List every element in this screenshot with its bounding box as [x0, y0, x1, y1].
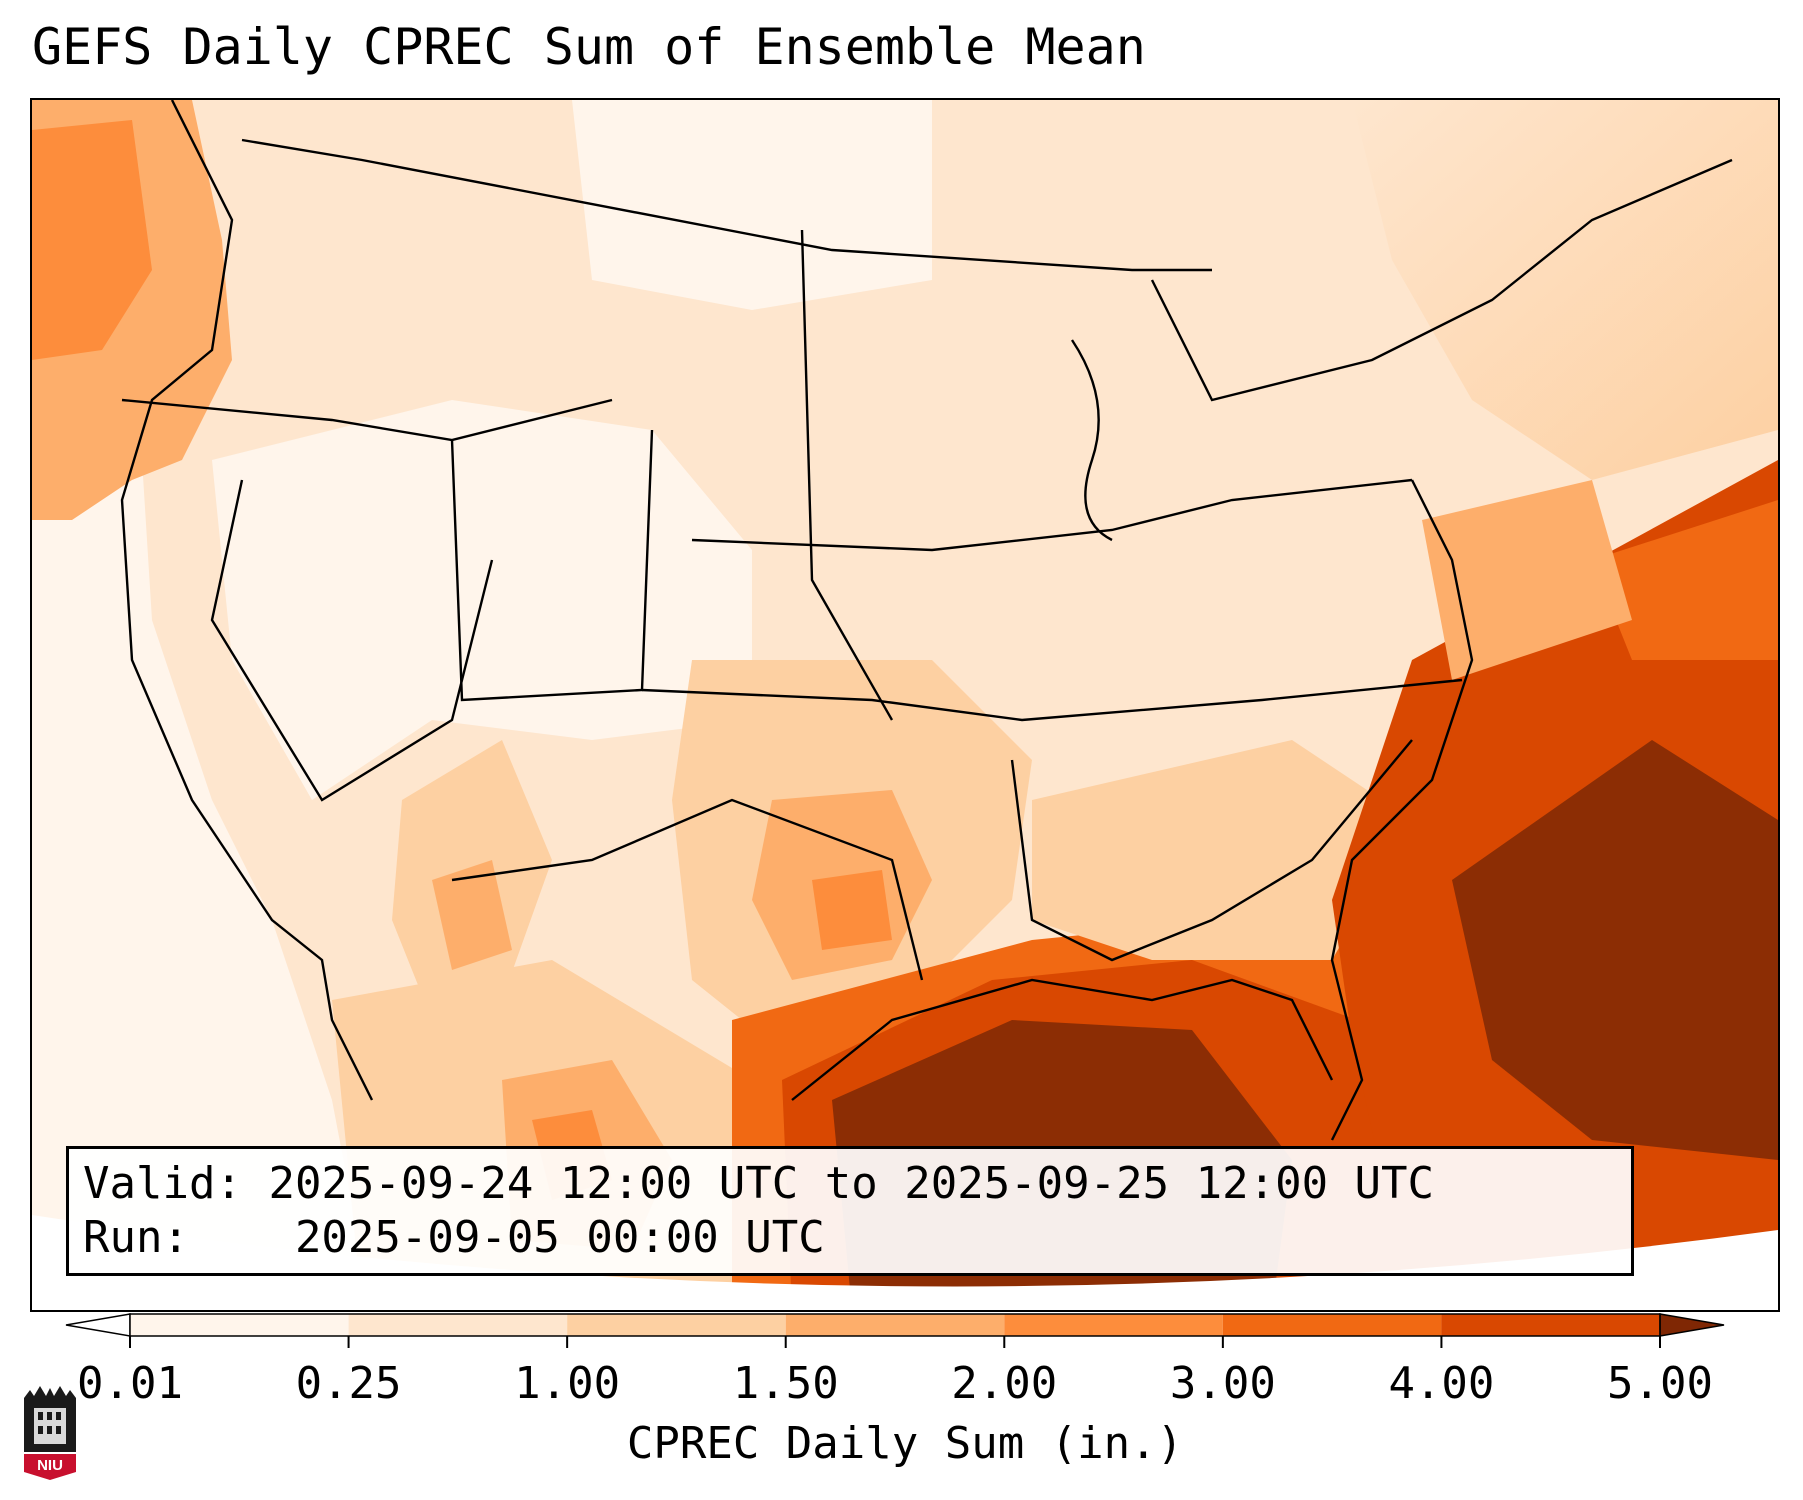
precip-field-montana [572, 100, 932, 310]
colorbar-over-triangle [1659, 1313, 1725, 1337]
canada-border [241, 138, 1212, 272]
precip-field-mid-atlantic [1422, 480, 1632, 680]
mid-latitude-line [641, 678, 1463, 722]
great-lakes-line [1150, 158, 1733, 402]
valid-label: Valid: [83, 1158, 242, 1209]
precip-field-southeast [1032, 740, 1412, 960]
colorbar-segment [785, 1314, 1005, 1336]
colorbar-tick-label: 0.25 [295, 1358, 402, 1409]
utah-co-line [450, 429, 654, 702]
colorbar-segment [130, 1314, 349, 1336]
precip-field-atlantic-peak [1452, 740, 1778, 1160]
precip-field-atlantic-north [1592, 500, 1778, 660]
nevada-outline [210, 479, 494, 802]
colorbar: 0.01 0.25 1.00 1.50 2.00 3.00 4.00 5.00 CPREC D… [0, 1312, 1803, 1500]
colorbar-tick-label: 4.00 [1388, 1358, 1495, 1409]
or-id-line [121, 398, 613, 442]
central-line [691, 478, 1413, 552]
texas-north-line [451, 798, 924, 981]
pacific-coastline [120, 100, 374, 1101]
precip-field-pacific-nw-core [32, 120, 152, 360]
colorbar-tick-label: 5.00 [1607, 1358, 1713, 1409]
colorbar-segment [1222, 1314, 1442, 1336]
logo-text: NIU [37, 1457, 63, 1474]
boundary-lines [120, 100, 1733, 1141]
lake-michigan-shore [1071, 339, 1113, 542]
run-label: Run: [83, 1212, 189, 1263]
colorbar-under-triangle [65, 1313, 131, 1337]
colorbar-segment [1004, 1314, 1223, 1336]
projection-edge [32, 1215, 1778, 1310]
colorbar-tick-label: 0.01 [77, 1358, 183, 1409]
colorbar-segment [567, 1314, 786, 1336]
map-title: GEFS Daily CPREC Sum of Ensemble Mean [32, 18, 1146, 76]
precip-field-texas-core [812, 870, 892, 950]
colorbar-label: CPREC Daily Sum (in.) [626, 1418, 1184, 1469]
niu-logo-icon: NIU [24, 1386, 76, 1480]
colorbar-bar [65, 1313, 1725, 1348]
atlantic-coastline [1330, 479, 1474, 1141]
precip-field-northeast [1352, 100, 1778, 480]
map-canvas [32, 100, 1778, 1310]
southeast-line [1010, 739, 1413, 962]
validity-info-box: Valid: 2025-09-24 12:00 UTC to 2025-09-2… [66, 1146, 1634, 1276]
colorbar-tick-label: 1.50 [732, 1358, 839, 1409]
precip-field-west-pacific [32, 460, 372, 1310]
colorbar-tick-label: 3.00 [1169, 1358, 1276, 1409]
colorbar-segment [348, 1314, 568, 1336]
precipitation-map [30, 98, 1780, 1312]
colorbar-segment [1441, 1314, 1660, 1336]
valid-value: 2025-09-24 12:00 UTC to 2025-09-25 12:00… [268, 1158, 1435, 1209]
run-value: 2025-09-05 00:00 UTC [294, 1212, 825, 1263]
colorbar-tick-label: 1.00 [514, 1358, 621, 1409]
gulf-coastline [791, 978, 1334, 1101]
colorbar-tick-label: 2.00 [951, 1358, 1058, 1409]
precip-field-arizona-core [432, 860, 512, 970]
colorbar-outline [129, 1313, 1661, 1337]
plains-north-line [800, 229, 894, 721]
